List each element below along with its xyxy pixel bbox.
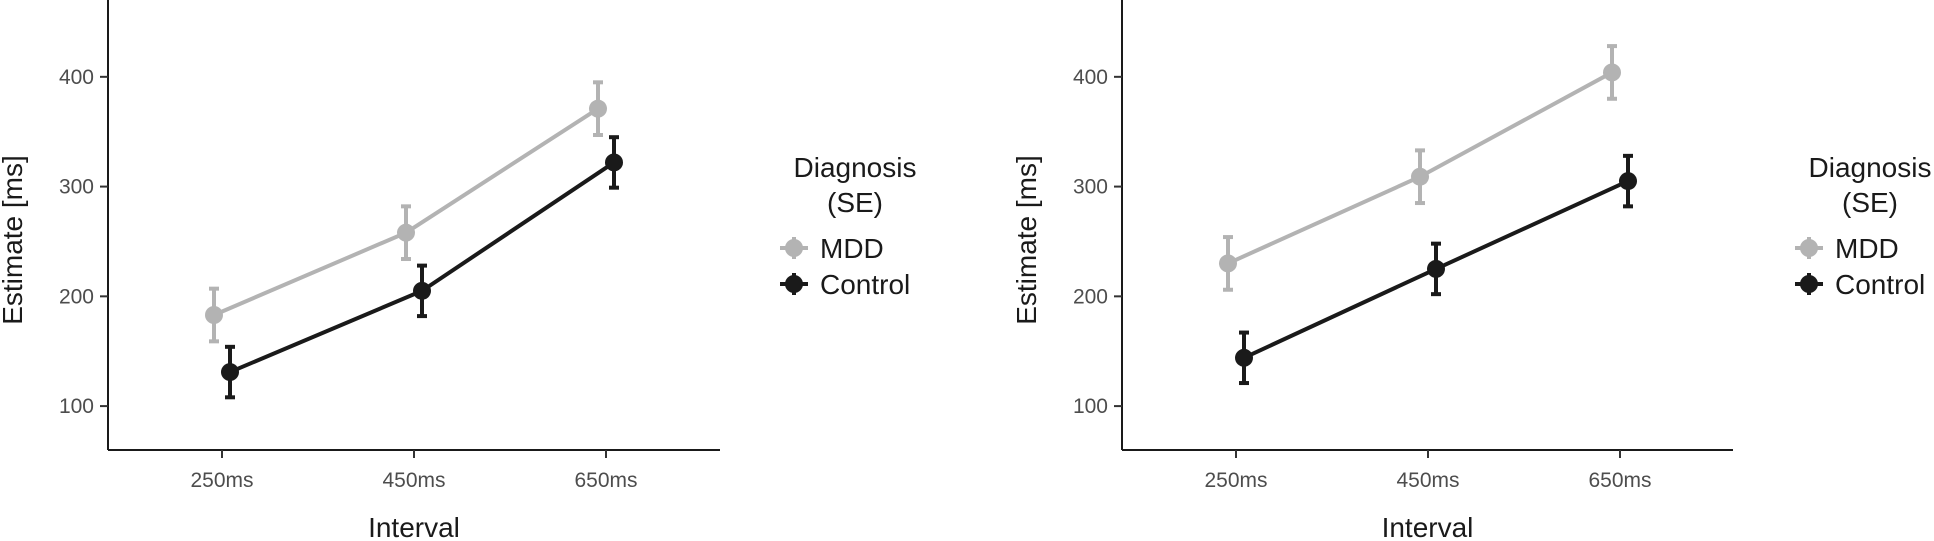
legend-key-point: [785, 239, 803, 257]
x-axis-title: Interval: [368, 512, 460, 541]
data-point: [205, 306, 223, 324]
series-control: [221, 135, 623, 400]
legend-label: MDD: [820, 233, 884, 264]
series-control: [1235, 153, 1637, 386]
x-tick-label: 450ms: [1396, 469, 1459, 492]
x-tick-label: 650ms: [1588, 469, 1651, 492]
series-mdd: [1219, 44, 1621, 292]
legend: Diagnosis (SE) MDD Control: [1795, 152, 1931, 300]
legend: Diagnosis (SE) MDD Control: [780, 152, 916, 300]
legend-title: (SE): [827, 187, 883, 218]
data-point: [589, 99, 607, 118]
chart-panel-1: 100 200 300 400 250ms 450ms 650ms Interval Estim…: [0, 0, 916, 541]
y-tick-label: 400: [1073, 66, 1108, 89]
legend-title: Diagnosis: [1809, 152, 1932, 183]
data-point: [1235, 348, 1253, 367]
data-point: [605, 153, 623, 172]
data-point: [1219, 254, 1237, 273]
chart-panel-2: 100 200 300 400 250ms 450ms 650ms Interval Estim…: [1011, 0, 1931, 541]
data-point: [413, 281, 431, 300]
data-point: [1619, 172, 1637, 191]
data-point: [1603, 63, 1621, 82]
y-axis-title: Estimate [ms]: [1011, 155, 1042, 325]
y-tick-label: 400: [59, 66, 94, 89]
y-tick-label: 100: [1073, 395, 1108, 418]
legend-key-point: [785, 275, 803, 293]
legend-label: MDD: [1835, 233, 1899, 264]
x-tick-label: 250ms: [1204, 469, 1267, 492]
x-tick-label: 250ms: [190, 469, 253, 492]
legend-label: Control: [820, 269, 910, 300]
x-tick-label: 450ms: [382, 469, 445, 492]
series-mdd: [205, 80, 607, 344]
legend-title: (SE): [1842, 187, 1898, 218]
y-tick-label: 200: [1073, 285, 1108, 308]
y-tick-label: 200: [59, 285, 94, 308]
legend-label: Control: [1835, 269, 1925, 300]
data-point: [1411, 167, 1429, 186]
legend-title: Diagnosis: [794, 152, 917, 183]
y-tick-label: 300: [59, 176, 94, 199]
data-point: [397, 223, 415, 242]
legend-key-point: [1800, 275, 1818, 293]
y-tick-label: 100: [59, 395, 94, 418]
data-point: [1427, 259, 1445, 278]
y-tick-label: 300: [1073, 176, 1108, 199]
legend-key-point: [1800, 239, 1818, 257]
y-axis-title: Estimate [ms]: [0, 155, 28, 325]
x-tick-label: 650ms: [574, 469, 637, 492]
x-axis-title: Interval: [1382, 512, 1474, 541]
data-point: [221, 363, 239, 382]
